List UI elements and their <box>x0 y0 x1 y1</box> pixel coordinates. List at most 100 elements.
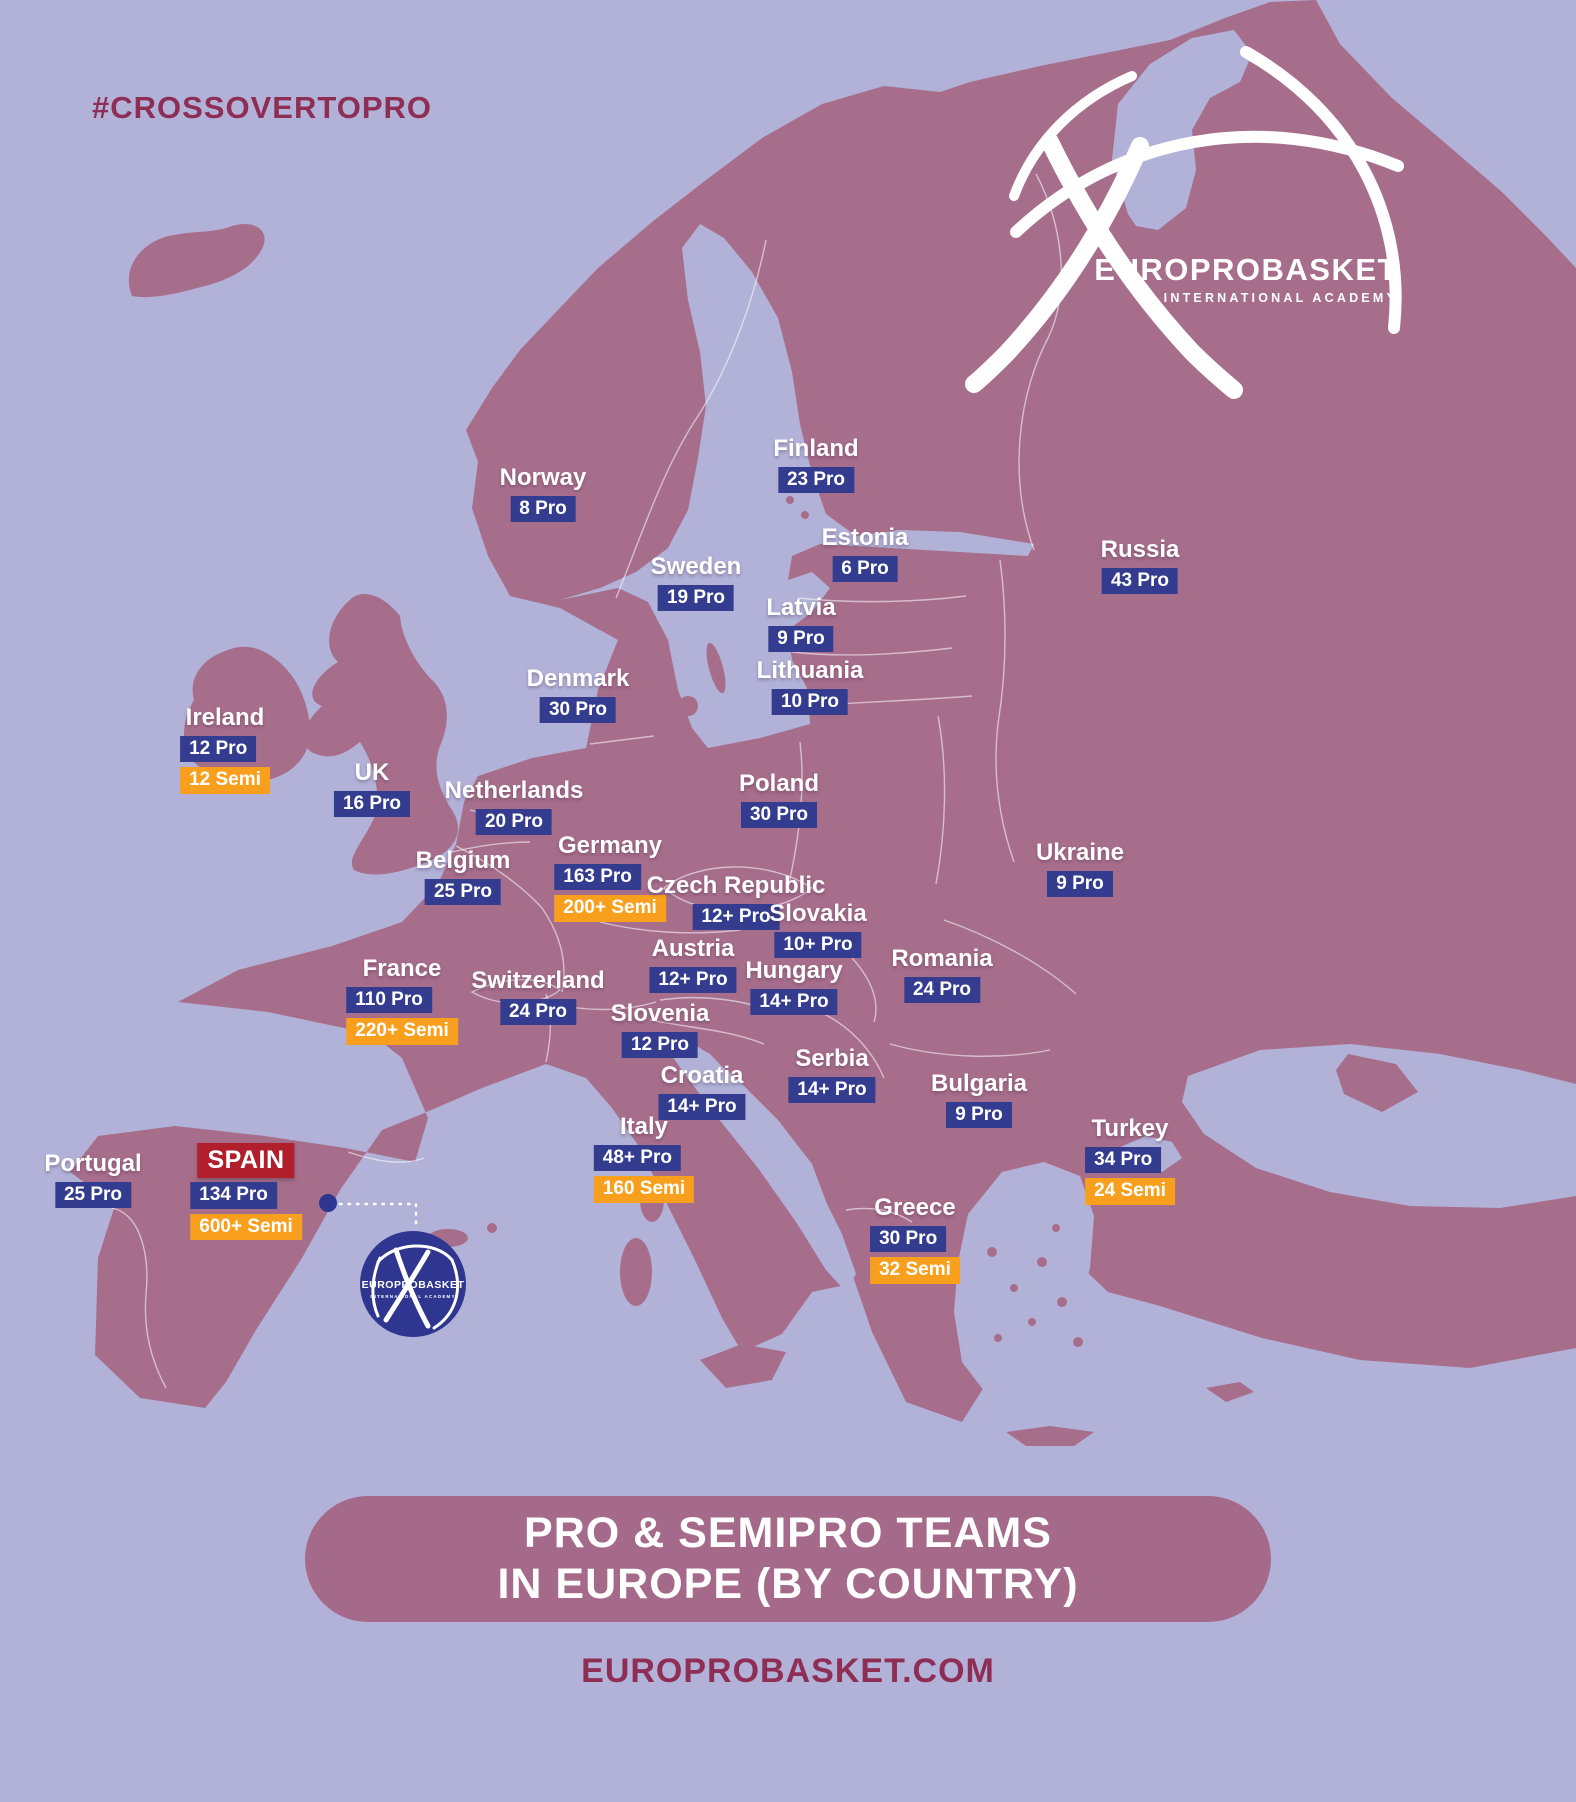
country-label-denmark: Denmark 30 Pro <box>526 665 630 724</box>
country-name: Hungary <box>745 957 843 984</box>
pro-count-badge: 14+ Pro <box>658 1093 746 1121</box>
count-badges: 10+ Pro <box>774 931 862 959</box>
country-name: Ukraine <box>1035 839 1125 866</box>
pro-count-badge: 30 Pro <box>870 1225 947 1253</box>
country-name: Latvia <box>766 594 836 621</box>
count-badges: 9 Pro <box>946 1101 1012 1129</box>
country-name: Slovenia <box>610 1000 710 1027</box>
count-badges: 110 Pro 220+ Semi <box>346 986 458 1046</box>
island-funen <box>654 702 670 718</box>
pro-count-badge: 14+ Pro <box>750 988 838 1016</box>
country-label-russia: Russia 43 Pro <box>1100 536 1180 595</box>
country-label-hungary: Hungary 14+ Pro <box>745 957 843 1016</box>
semi-count-badge: 220+ Semi <box>346 1018 458 1046</box>
landmass-iceland <box>128 224 265 298</box>
country-name: SPAIN <box>197 1143 295 1178</box>
country-name: Germany <box>557 832 663 859</box>
count-badges: 34 Pro 24 Semi <box>1085 1146 1175 1206</box>
pro-count-badge: 12 Pro <box>621 1031 699 1059</box>
count-badges: 14+ Pro <box>750 988 838 1016</box>
pro-count-badge: 9 Pro <box>1047 870 1113 898</box>
pro-count-badge: 110 Pro <box>346 986 432 1014</box>
pro-count-badge: 12+ Pro <box>649 966 737 994</box>
country-label-romania: Romania 24 Pro <box>891 945 993 1004</box>
count-badges: 25 Pro <box>424 878 502 906</box>
island-cyprus <box>1206 1382 1254 1402</box>
count-badges: 24 Pro <box>499 998 577 1026</box>
country-label-italy: Italy 48+ Pro 160 Semi <box>593 1113 695 1204</box>
country-label-switzerland: Switzerland 24 Pro <box>471 967 605 1026</box>
count-badges: 134 Pro 600+ Semi <box>190 1181 302 1241</box>
count-badges: 12 Pro <box>621 1031 699 1059</box>
island-aland-2 <box>801 511 809 519</box>
island-zealand <box>678 696 698 716</box>
count-badges: 30 Pro <box>539 696 617 724</box>
count-badges: 30 Pro 32 Semi <box>870 1225 960 1285</box>
sea-aegean <box>954 1162 1094 1400</box>
count-badges: 12+ Pro <box>692 903 780 931</box>
country-name: Lithuania <box>756 657 864 684</box>
pro-count-badge: 10 Pro <box>771 688 849 716</box>
country-label-netherlands: Netherlands 20 Pro <box>445 777 583 836</box>
island-sicily <box>700 1344 786 1388</box>
country-label-ukraine: Ukraine 9 Pro <box>1035 839 1125 898</box>
semi-count-badge: 32 Semi <box>870 1257 960 1285</box>
country-name: Portugal <box>44 1150 142 1177</box>
pro-count-badge: 9 Pro <box>946 1101 1012 1129</box>
country-name: Denmark <box>526 665 630 692</box>
country-label-czech-republic: Czech Republic 12+ Pro <box>646 872 826 931</box>
country-label-lithuania: Lithuania 10 Pro <box>756 657 864 716</box>
country-label-estonia: Estonia 6 Pro <box>822 524 908 583</box>
semi-count-badge: 24 Semi <box>1085 1178 1175 1206</box>
pro-count-badge: 163 Pro <box>554 863 641 891</box>
title-banner: PRO & SEMIPRO TEAMS IN EUROPE (BY COUNTR… <box>305 1496 1271 1622</box>
academy-circle-title: EUROPROBASKET <box>362 1279 465 1291</box>
pro-count-badge: 23 Pro <box>777 466 855 494</box>
country-label-latvia: Latvia 9 Pro <box>766 594 836 653</box>
country-name: Ireland <box>185 704 265 731</box>
country-label-belgium: Belgium 25 Pro <box>415 847 511 906</box>
sea-white-sea <box>1112 30 1252 230</box>
pro-count-badge: 10+ Pro <box>774 931 862 959</box>
country-name: Austria <box>651 935 735 962</box>
island-crete <box>1006 1426 1094 1446</box>
pro-count-badge: 6 Pro <box>832 555 898 583</box>
country-name: Russia <box>1100 536 1180 563</box>
peninsula-crimea <box>1336 1054 1418 1112</box>
country-name: Belgium <box>415 847 511 874</box>
country-label-uk: UK 16 Pro <box>333 759 411 818</box>
count-badges: 6 Pro <box>832 555 898 583</box>
country-borders <box>111 173 1077 1389</box>
country-label-ireland: Ireland 12 Pro 12 Semi <box>180 704 270 795</box>
pro-count-badge: 24 Pro <box>499 998 577 1026</box>
country-name: Czech Republic <box>646 872 826 899</box>
pro-count-badge: 12 Pro <box>180 735 257 763</box>
semi-count-badge: 600+ Semi <box>190 1213 302 1241</box>
count-badges: 48+ Pro 160 Semi <box>593 1144 695 1204</box>
semi-count-badge: 200+ Semi <box>554 895 666 923</box>
country-label-germany: Germany 163 Pro 200+ Semi <box>554 832 666 923</box>
country-label-serbia: Serbia 14+ Pro <box>788 1045 876 1104</box>
island-sardinia <box>620 1238 652 1306</box>
count-badges: 9 Pro <box>768 625 834 653</box>
country-name: UK <box>354 759 390 786</box>
pro-count-badge: 30 Pro <box>539 696 617 724</box>
country-name: Norway <box>499 464 587 491</box>
island-menorca <box>487 1223 497 1233</box>
semi-count-badge: 12 Semi <box>180 767 270 795</box>
pro-count-badge: 20 Pro <box>475 808 553 836</box>
count-badges: 12 Pro 12 Semi <box>180 735 270 795</box>
pro-count-badge: 8 Pro <box>510 495 576 523</box>
basketball-seam-arc <box>1240 46 1402 334</box>
country-label-austria: Austria 12+ Pro <box>649 935 737 994</box>
country-name: Switzerland <box>471 967 605 994</box>
basketball-seam-cross <box>1041 133 1243 399</box>
island-aland <box>786 496 794 504</box>
count-badges: 23 Pro <box>777 466 855 494</box>
country-name: Romania <box>891 945 993 972</box>
count-badges: 8 Pro <box>510 495 576 523</box>
count-badges: 12+ Pro <box>649 966 737 994</box>
count-badges: 19 Pro <box>657 584 735 612</box>
hashtag-text: #CROSSOVERTOPRO <box>92 90 433 125</box>
